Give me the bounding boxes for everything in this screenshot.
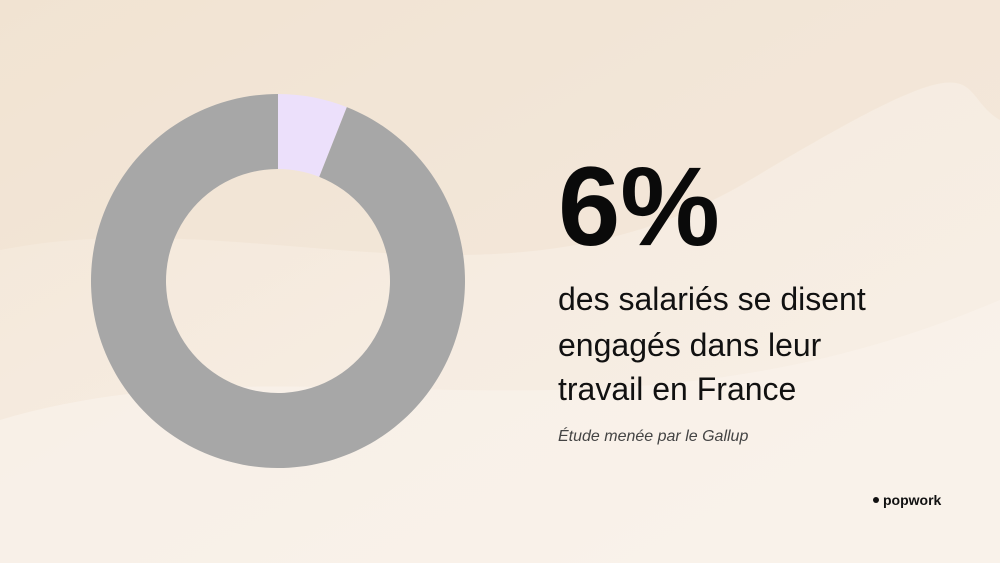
description-line: travail en France <box>558 371 796 407</box>
source-note: Étude menée par le Gallup <box>558 426 748 445</box>
brand-logo: popwork <box>883 492 942 508</box>
donut-segment <box>91 94 465 468</box>
background-wave <box>0 0 1000 256</box>
brand-dot <box>873 497 879 503</box>
background-wave <box>0 300 1000 563</box>
donut-chart <box>91 94 465 468</box>
description-line: des salariés se disent <box>558 281 866 317</box>
donut-segment <box>278 94 347 177</box>
description-line: engagés dans leur <box>558 327 822 363</box>
headline-value: 6% <box>558 144 720 269</box>
